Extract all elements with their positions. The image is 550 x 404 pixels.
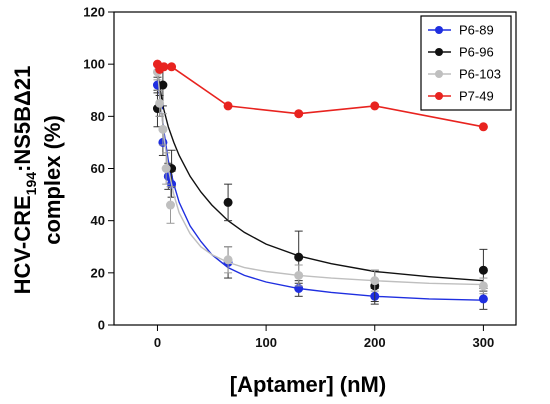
data-point-P7-49 — [159, 62, 169, 72]
legend-label: P6-103 — [459, 67, 501, 82]
y-axis-title-subscript: 194 — [23, 172, 39, 196]
data-point-P6-103 — [155, 98, 165, 108]
data-point-P7-49 — [223, 101, 233, 111]
fit-curve-P6-96 — [156, 71, 484, 282]
legend-marker — [435, 48, 443, 56]
data-point-P6-103 — [478, 281, 488, 291]
plot-area — [152, 59, 488, 310]
legend-label: P6-96 — [459, 45, 494, 60]
y-tick-label: 20 — [91, 265, 105, 280]
data-point-P6-103 — [158, 124, 168, 134]
legend-label: P7-49 — [459, 89, 494, 104]
data-point-P6-89 — [478, 294, 488, 304]
series-P6-96 — [152, 63, 488, 303]
y-axis-title-line2: complex (%) — [40, 115, 65, 245]
x-tick-label: 100 — [255, 335, 277, 350]
data-point-P6-96 — [294, 252, 304, 262]
y-tick-label: 100 — [83, 57, 105, 72]
y-axis-title: HCV-CRE194:NS5BΔ21 complex (%) — [10, 66, 65, 295]
y-tick-label: 80 — [91, 109, 105, 124]
legend-marker — [435, 92, 443, 100]
data-point-P7-49 — [370, 101, 380, 111]
data-point-P6-103 — [370, 276, 380, 286]
data-point-P6-103 — [165, 200, 175, 210]
legend-item-P6-96: P6-96 — [428, 45, 494, 60]
fit-curve-P6-89 — [156, 77, 484, 301]
fit-curve-P6-103 — [156, 71, 484, 286]
data-point-P7-49 — [167, 62, 177, 72]
y-axis-title-rest: :NS5BΔ21 — [10, 66, 35, 172]
y-tick-label: 0 — [98, 318, 105, 333]
x-tick-label: 200 — [364, 335, 386, 350]
y-tick-label: 60 — [91, 161, 105, 176]
axes: 0 20 40 60 80 100 120 0 100 200 300 — [83, 5, 517, 350]
svg-text:HCV-CRE194:NS5BΔ21: HCV-CRE194:NS5BΔ21 — [10, 66, 39, 295]
y-axis-title-main: HCV-CRE — [10, 195, 35, 294]
data-point-P6-96 — [223, 197, 233, 207]
data-point-P6-96 — [478, 265, 488, 275]
x-tick-label: 300 — [473, 335, 495, 350]
legend-marker — [435, 70, 443, 78]
y-tick-label: 120 — [83, 5, 105, 20]
data-point-P6-96 — [158, 80, 168, 90]
legend-item-P7-49: P7-49 — [428, 89, 494, 104]
data-point-P7-49 — [294, 109, 304, 119]
data-point-P6-103 — [161, 164, 171, 174]
legend-label: P6-89 — [459, 23, 494, 38]
x-axis-title: [Aptamer] (nM) — [230, 372, 386, 397]
legend: P6-89 P6-96 P6-103 P7-49 — [420, 15, 512, 111]
series-P6-103 — [152, 63, 488, 295]
series-P7-49 — [152, 59, 488, 132]
legend-marker — [435, 26, 443, 34]
data-point-P7-49 — [478, 122, 488, 132]
x-tick-label: 0 — [154, 335, 161, 350]
legend-item-P6-89: P6-89 — [428, 23, 494, 38]
data-point-P6-103 — [294, 270, 304, 280]
legend-item-P6-103: P6-103 — [428, 67, 501, 82]
data-point-P6-103 — [223, 255, 233, 265]
y-tick-label: 40 — [91, 213, 105, 228]
